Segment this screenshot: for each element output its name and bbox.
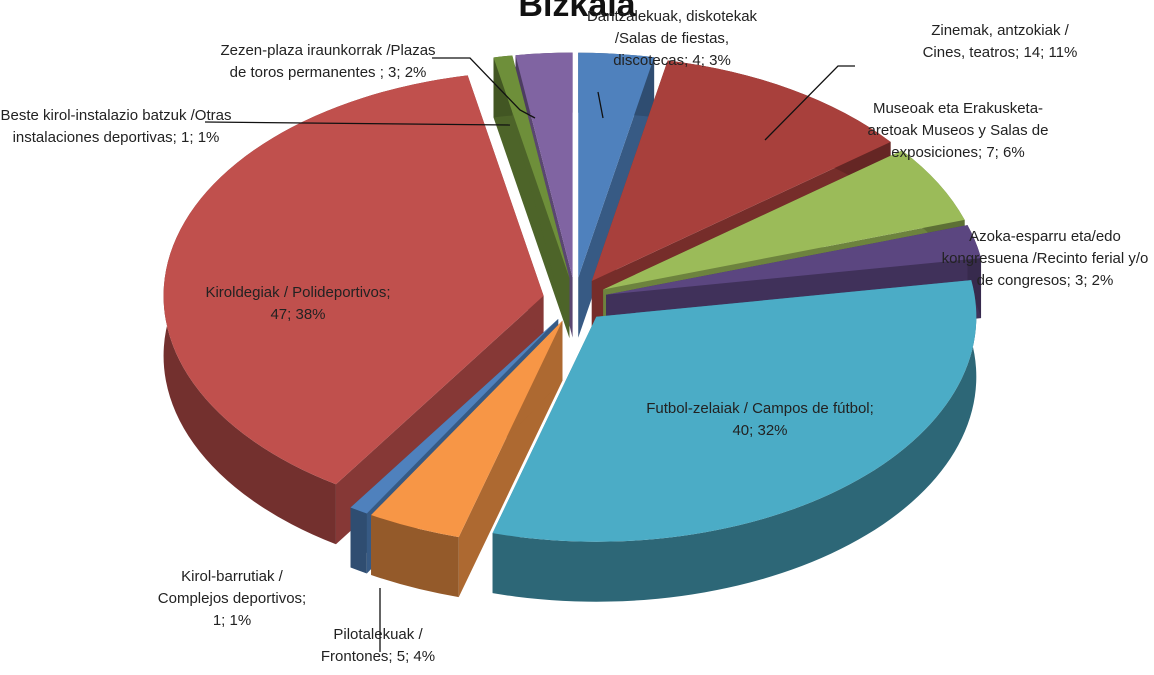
- data-label: Pilotalekuak / Frontones; 5; 4%: [320, 626, 436, 665]
- data-label: Beste kirol-instalazio batzuk /Otras ins…: [0, 107, 232, 146]
- leader-line: [204, 121, 511, 126]
- data-label: Zinemak, antzokiak / Cines, teatros; 14;…: [922, 22, 1078, 61]
- slice: [163, 75, 544, 485]
- slice-side: [492, 280, 977, 602]
- data-label: Dantzalekuak, diskotekak /Salas de fiest…: [586, 8, 758, 69]
- data-label: Futbol-zelaiak / Campos de fútbol; 40; 3…: [646, 400, 874, 439]
- slice-side: [350, 507, 367, 574]
- leader-line: [764, 65, 855, 141]
- data-label: Zezen-plaza iraunkorrak /Plazas de toros…: [220, 42, 436, 81]
- chart-title: Bizkaia: [518, 0, 636, 24]
- data-label: Kiroldegiak / Polideportivos; 47; 38%: [205, 284, 391, 323]
- slices: [163, 52, 982, 602]
- slice: [492, 280, 977, 542]
- slice: [606, 225, 982, 295]
- slice: [493, 55, 570, 278]
- leader-line: [597, 91, 604, 119]
- slice: [515, 52, 573, 278]
- leader-lines: [204, 57, 855, 652]
- slice: [371, 320, 563, 538]
- slice: [591, 60, 891, 281]
- data-label: Museoak eta Erakusketa-aretoak Museos y …: [867, 100, 1049, 161]
- data-label: Kirol-barrutiak / Complejos deportivos; …: [157, 568, 307, 629]
- slice-side: [371, 514, 459, 598]
- slice-side: [493, 57, 570, 338]
- slice: [578, 52, 655, 278]
- leader-line: [432, 57, 536, 119]
- data-label: Azoka-esparru eta/edo kongresuena /Recin…: [941, 228, 1149, 289]
- slice: [603, 150, 965, 290]
- slice: [350, 319, 559, 514]
